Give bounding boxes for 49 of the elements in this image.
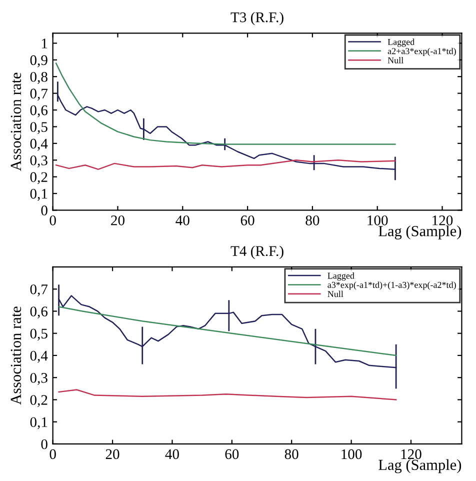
y-tick-label: 0 — [41, 206, 48, 216]
y-tick-label: 0,1 — [30, 417, 48, 430]
line-series — [55, 159, 396, 170]
x-tick-label: 120 — [401, 449, 422, 460]
y-tick-label: 0,3 — [30, 372, 48, 385]
y-tick-label: 0 — [41, 439, 48, 450]
chart-title: T4 (R.F.) — [230, 246, 284, 259]
y-tick-label: 0,7 — [30, 284, 48, 296]
legend-label: Lagged — [388, 38, 415, 47]
legend-label: Null — [328, 290, 344, 298]
y-tick-label: 0,4 — [30, 350, 48, 363]
y-tick-label: 0,5 — [30, 328, 48, 341]
x-axis-title: Lag (Sample) — [378, 459, 462, 474]
x-tick-label: 20 — [111, 215, 124, 226]
y-tick-label: 0,2 — [30, 395, 48, 408]
x-tick-label: 0 — [50, 449, 56, 460]
y-axis-title: Association rate — [10, 306, 22, 405]
x-axis-title: Lag (Sample) — [378, 226, 462, 240]
y-tick-label: 0,9 — [30, 55, 48, 68]
x-tick-label: 100 — [368, 215, 388, 226]
chart-title: T3 (R.F.) — [230, 12, 284, 26]
x-tick-label: 80 — [306, 215, 320, 226]
y-tick-label: 0,6 — [30, 306, 48, 319]
x-tick-label: 20 — [106, 449, 120, 460]
legend-label: a3*exp(-a1*td)+(1-a3)*exp(-a2*td) — [328, 282, 456, 290]
x-tick-label: 120 — [432, 215, 453, 226]
legend-label: Null — [388, 56, 404, 64]
x-tick-label: 80 — [284, 449, 298, 460]
y-tick-label: 0,7 — [30, 88, 48, 101]
x-tick-label: 0 — [50, 215, 56, 226]
x-tick-label: 40 — [165, 449, 179, 460]
line-series — [55, 62, 396, 145]
y-axis-title: Association rate — [10, 72, 22, 171]
x-tick-label: 40 — [176, 215, 190, 226]
x-tick-label: 60 — [225, 449, 239, 460]
y-tick-label: 0,5 — [30, 122, 48, 134]
y-tick-label: 0,3 — [30, 155, 48, 168]
y-tick-label: 0,8 — [30, 72, 48, 84]
x-tick-label: 100 — [342, 449, 362, 460]
legend-label: Lagged — [328, 272, 354, 281]
y-tick-label: 0,6 — [30, 105, 48, 118]
y-tick-label: 0,4 — [30, 138, 48, 151]
line-series — [58, 389, 397, 400]
y-tick-label: 0,2 — [30, 172, 48, 184]
legend-label: a2+a3*exp(-a1*td) — [388, 48, 456, 56]
line-series — [58, 306, 397, 356]
y-tick-label: 0,1 — [30, 188, 48, 201]
y-tick-label: 1 — [42, 38, 48, 48]
x-tick-label: 60 — [240, 215, 254, 226]
